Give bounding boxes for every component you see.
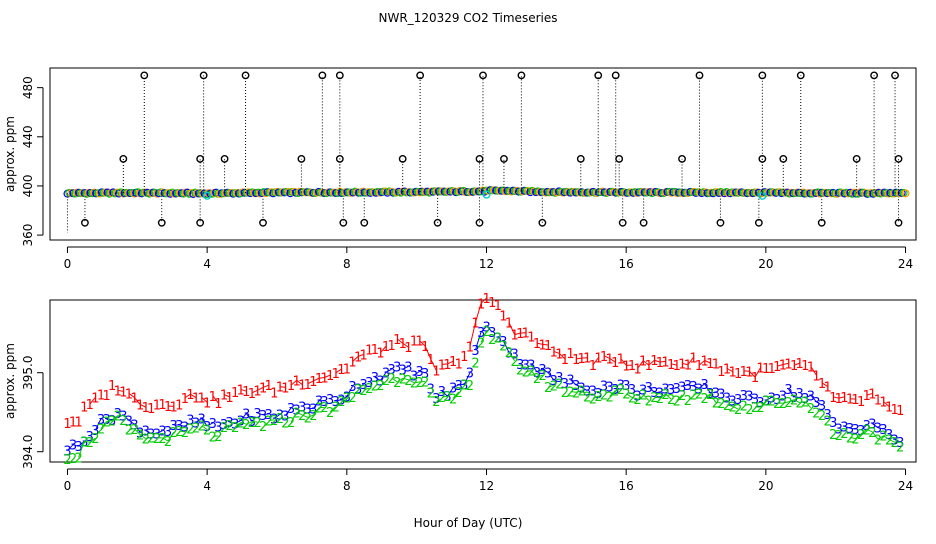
series-2-point: 2 xyxy=(466,379,474,394)
x-axis-label: Hour of Day (UTC) xyxy=(414,516,523,530)
x-tick-label: 8 xyxy=(343,257,351,271)
x-tick-label: 4 xyxy=(203,479,211,493)
y-tick-label: 360 xyxy=(21,224,35,247)
bottom-y-axis-label: approx. ppm xyxy=(3,343,17,419)
figure-title: NWR_120329 CO2 Timeseries xyxy=(379,11,558,25)
bottom-data-marks: 1111111111111111111111111111111111111111… xyxy=(63,292,904,468)
top-axes: 0 4 8 12 16 20 24 360 400 440 480 xyxy=(21,76,913,271)
y-tick-label: 400 xyxy=(21,174,35,197)
x-tick-label: 16 xyxy=(619,479,634,493)
series-2-point: 2 xyxy=(74,451,82,466)
x-tick-label: 12 xyxy=(479,257,494,271)
x-tick-label: 4 xyxy=(203,257,211,271)
top-plot-frame xyxy=(50,68,916,240)
x-tick-label: 24 xyxy=(898,479,913,493)
y-tick-label: 394.0 xyxy=(21,435,35,469)
x-tick-label: 8 xyxy=(343,479,351,493)
top-y-axis-label: approx. ppm xyxy=(3,116,17,192)
series-2-point: 2 xyxy=(896,440,904,455)
x-tick-label: 0 xyxy=(64,479,72,493)
series-1-point: 1 xyxy=(74,416,82,431)
x-tick-label: 12 xyxy=(479,479,494,493)
x-tick-label: 24 xyxy=(898,257,913,271)
top-panel: approx. ppm 0 4 8 12 16 20 24 360 400 440 480 xyxy=(3,68,916,271)
y-tick-label: 395.0 xyxy=(21,356,35,390)
series-2-point: 2 xyxy=(823,414,831,429)
top-data-marks xyxy=(64,72,909,232)
x-tick-label: 16 xyxy=(619,257,634,271)
y-tick-label: 440 xyxy=(21,125,35,148)
series-2-point: 2 xyxy=(471,357,479,372)
series-1-point: 1 xyxy=(896,404,904,419)
y-tick-label: 480 xyxy=(21,76,35,99)
x-tick-label: 20 xyxy=(758,257,773,271)
x-tick-label: 0 xyxy=(64,257,72,271)
x-tick-label: 20 xyxy=(758,479,773,493)
